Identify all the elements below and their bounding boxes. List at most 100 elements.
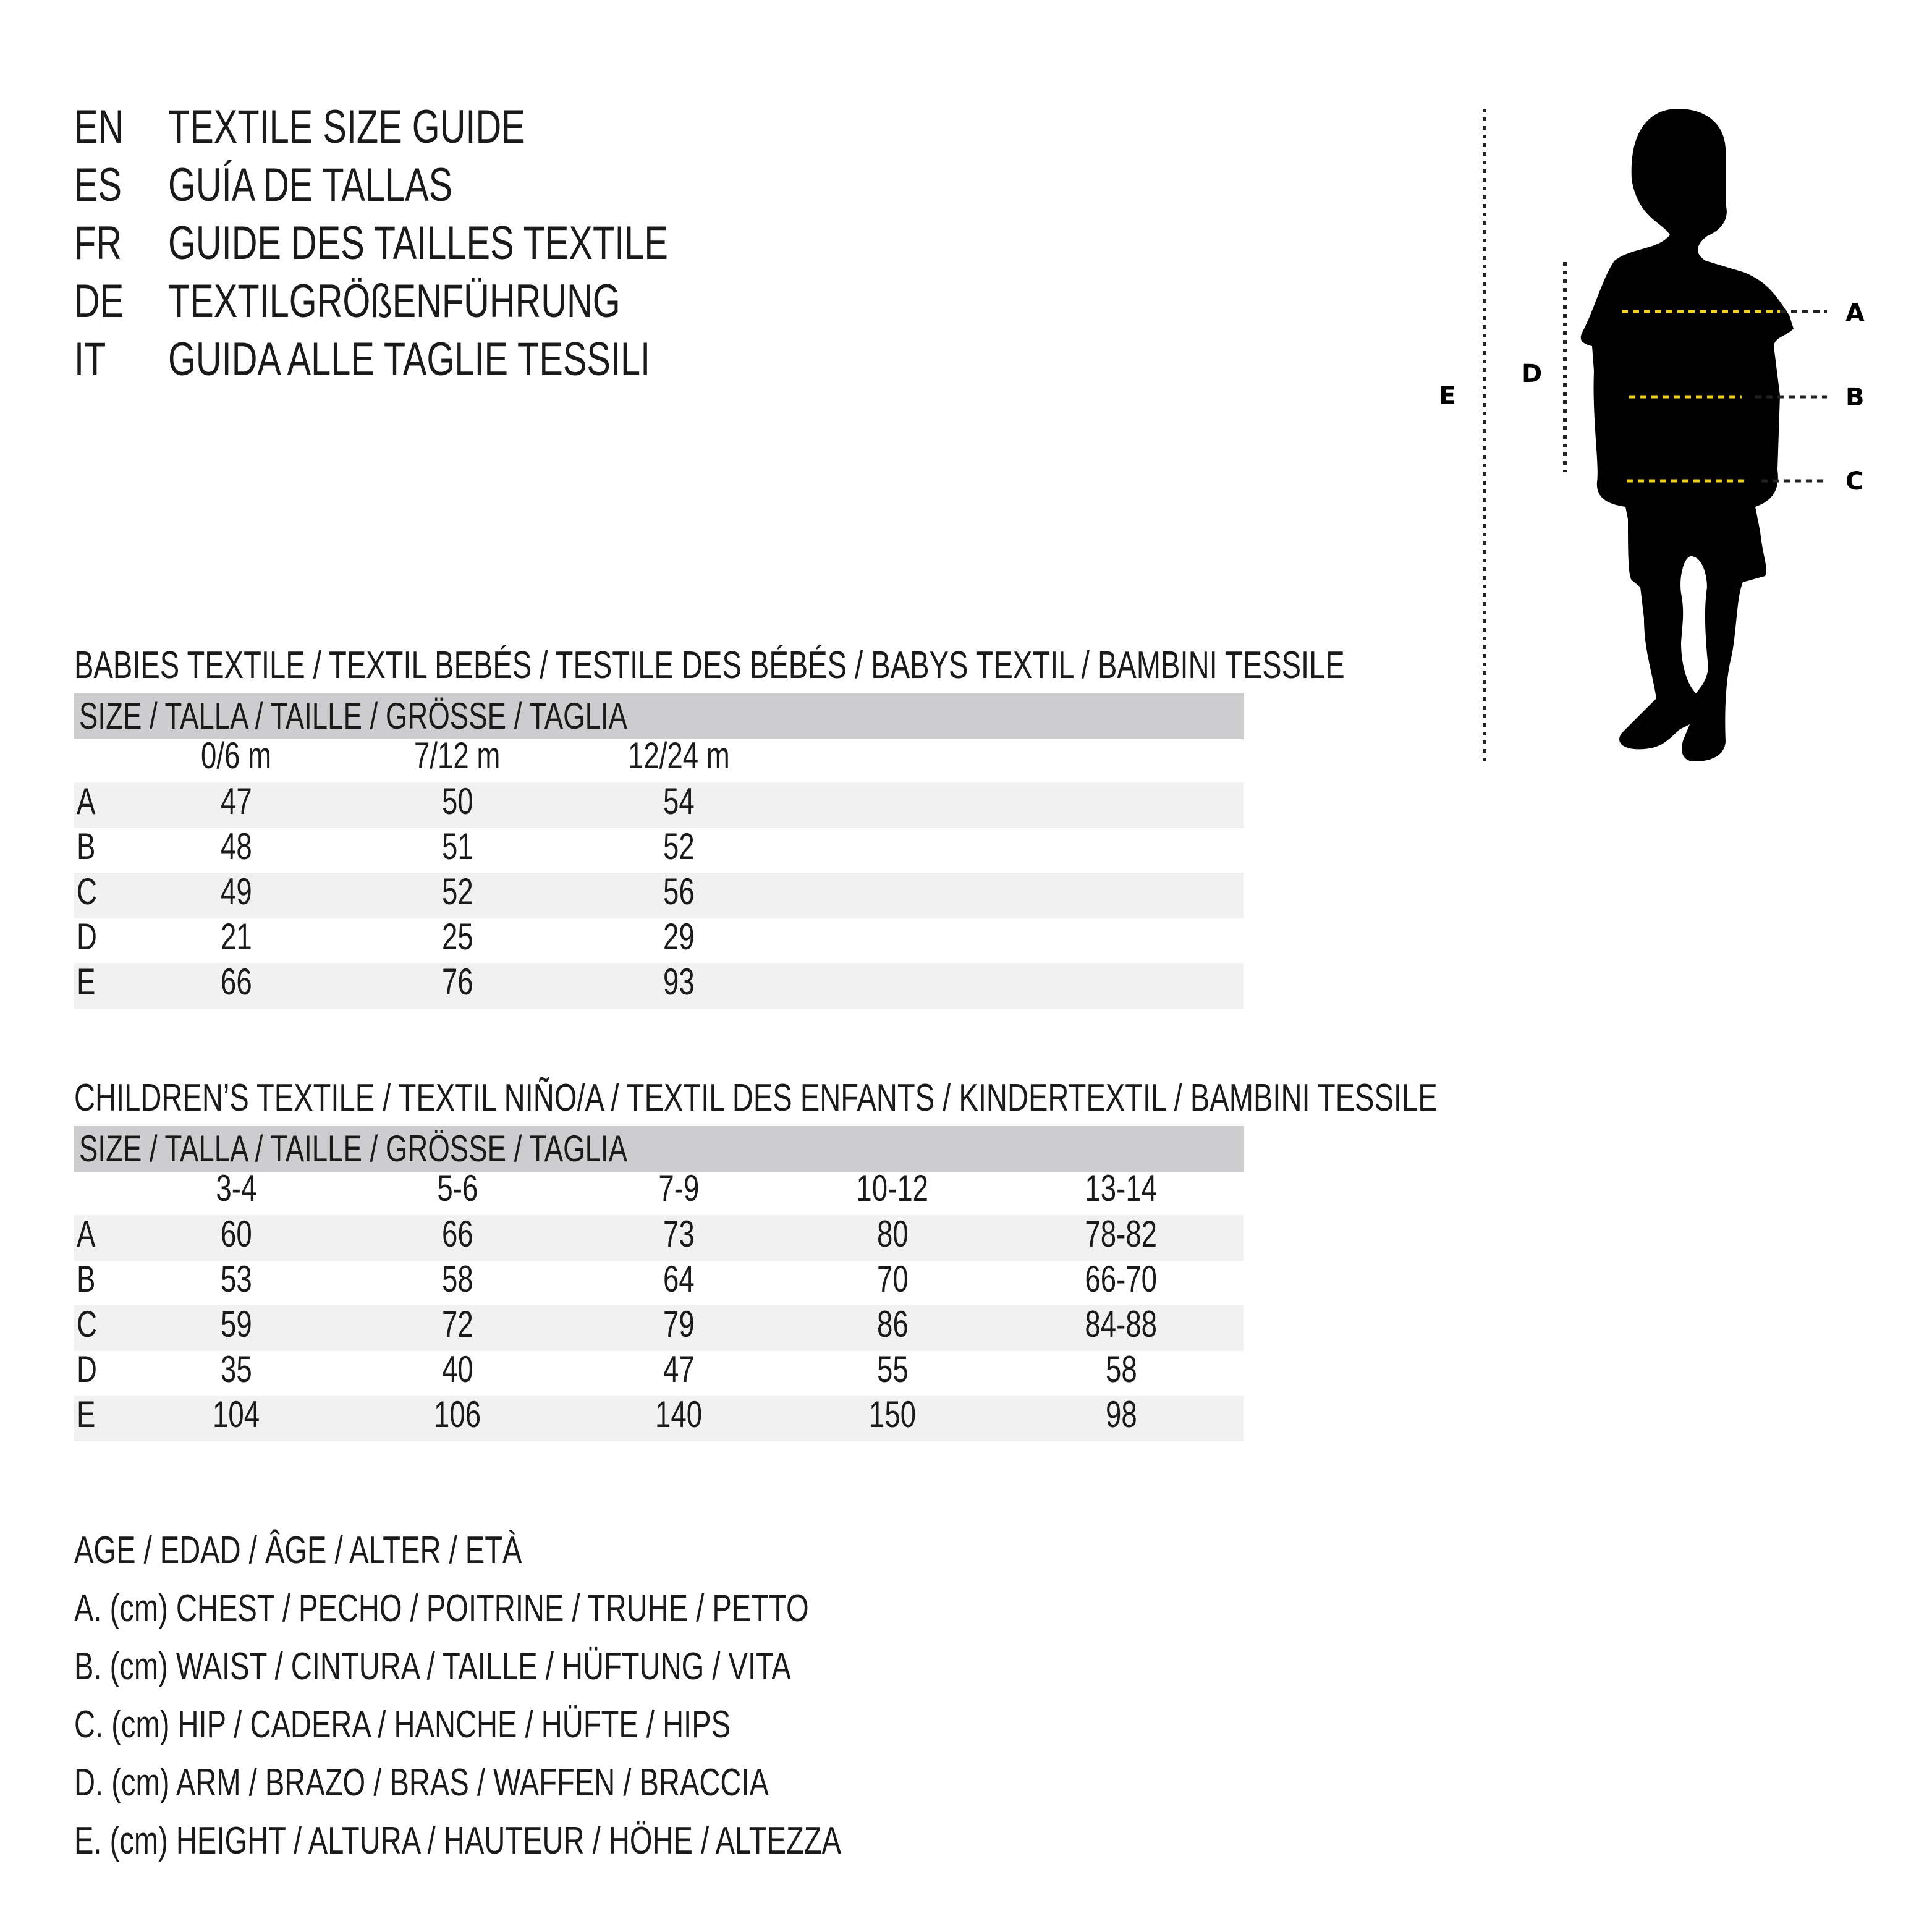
title-line: GUIDA ALLE TAGLIE TESSILI (168, 336, 802, 383)
table-cell-text: 60 (220, 1213, 252, 1255)
label-d: D (1522, 360, 1542, 388)
table-cell: 35 (143, 1347, 329, 1392)
table-cell: 80 (800, 1211, 985, 1257)
table-cell-text: 58 (441, 1258, 473, 1300)
row-label-text: D (77, 916, 97, 957)
table-cell: 78-82 (1028, 1211, 1214, 1257)
language-code: DE (74, 278, 140, 325)
row-label-text: D (77, 1349, 97, 1390)
row-stripe (74, 1215, 1244, 1261)
label-a: A (1845, 299, 1865, 328)
legend-line: B. (cm) WAIST / CINTURA / TAILLE / HÜFTU… (74, 1648, 1017, 1686)
size-header-label: SIZE / TALLA / TAILLE / GRÖSSE / TAGLIA (79, 693, 800, 739)
column-header: 7/12 m (365, 733, 550, 779)
row-label-text: C (77, 871, 97, 912)
table-cell-text: 106 (433, 1394, 481, 1435)
table-cell-text: 66 (441, 1213, 473, 1255)
table-cell-text: 66 (220, 961, 252, 1002)
table-cell-text: 140 (655, 1394, 703, 1435)
title-line-text: TEXTILGRÖßENFÜHRUNG (168, 275, 621, 328)
leg-gap (1680, 556, 1708, 693)
row-label: A (77, 779, 101, 824)
row-label: C (77, 1302, 103, 1347)
table-cell-text: 25 (441, 916, 473, 957)
language-code-text: EN (74, 101, 124, 153)
column-header-text: 7-9 (658, 1167, 699, 1209)
table-cell-text: 72 (441, 1303, 473, 1345)
child-silhouette-icon (1580, 109, 1794, 761)
table-cell: 49 (143, 869, 329, 915)
row-stripe (74, 1396, 1244, 1441)
row-label: E (77, 959, 101, 1005)
table-cell-text: 76 (441, 961, 473, 1002)
table-cell: 47 (586, 1347, 771, 1392)
table-cell: 21 (143, 914, 329, 960)
legend-line-text: C. (cm) HIP / CADERA / HANCHE / HÜFTE / … (74, 1703, 731, 1746)
column-header: 12/24 m (586, 733, 771, 779)
table-heading: CHILDREN’S TEXTILE / TEXTIL NIÑO/A / TEX… (74, 1079, 1868, 1117)
size-header-label-text: SIZE / TALLA / TAILLE / GRÖSSE / TAGLIA (79, 1128, 628, 1169)
column-header-text: 0/6 m (200, 735, 272, 776)
table-cell: 52 (365, 869, 550, 915)
table-cell: 79 (586, 1302, 771, 1347)
table-cell-text: 55 (876, 1349, 909, 1390)
row-label: D (77, 1347, 103, 1392)
table-cell-text: 79 (663, 1303, 695, 1345)
table-cell: 50 (365, 779, 550, 824)
table-cell-text: 56 (663, 871, 695, 912)
table-cell: 51 (365, 824, 550, 870)
row-label-text: A (77, 781, 96, 822)
table-cell-text: 54 (663, 781, 695, 822)
table-cell: 66-70 (1028, 1256, 1214, 1302)
table-cell: 40 (365, 1347, 550, 1392)
column-header: 5-6 (365, 1166, 550, 1211)
legend-line: E. (cm) HEIGHT / ALTURA / HAUTEUR / HÖHE… (74, 1822, 1083, 1860)
label-c: C (1845, 467, 1863, 496)
row-label-text: A (77, 1213, 96, 1255)
title-line: TEXTILGRÖßENFÜHRUNG (168, 278, 763, 325)
table-heading-text: BABIES TEXTILE / TEXTIL BEBÉS / TESTILE … (74, 644, 1345, 687)
row-stripe (74, 963, 1244, 1009)
language-code: EN (74, 104, 140, 151)
table-cell-text: 52 (441, 871, 473, 912)
column-header-text: 3-4 (216, 1167, 256, 1209)
table-cell-text: 52 (663, 826, 695, 867)
size-header-label: SIZE / TALLA / TAILLE / GRÖSSE / TAGLIA (79, 1126, 800, 1172)
legend-line: AGE / EDAD / ÂGE / ALTER / ETÀ (74, 1532, 663, 1570)
table-cell: 140 (586, 1392, 771, 1438)
table-heading: BABIES TEXTILE / TEXTIL BEBÉS / TESTILE … (74, 646, 1746, 685)
table-cell-text: 40 (441, 1349, 473, 1390)
table-cell-text: 66-70 (1085, 1258, 1158, 1300)
table-cell: 66 (365, 1211, 550, 1257)
table-cell-text: 35 (220, 1349, 252, 1390)
table-cell: 84-88 (1028, 1302, 1214, 1347)
size-header-label-text: SIZE / TALLA / TAILLE / GRÖSSE / TAGLIA (79, 695, 628, 737)
label-b: B (1845, 383, 1865, 412)
table-cell: 70 (800, 1256, 985, 1302)
table-cell-text: 47 (220, 781, 252, 822)
table-cell-text: 104 (212, 1394, 260, 1435)
column-header: 3-4 (143, 1166, 329, 1211)
row-label-text: C (77, 1303, 97, 1345)
column-header: 10-12 (800, 1166, 985, 1211)
table-cell: 150 (800, 1392, 985, 1438)
column-header-text: 7/12 m (414, 735, 501, 776)
language-code-text: ES (74, 159, 122, 211)
table-cell: 64 (586, 1256, 771, 1302)
table-cell-text: 53 (220, 1258, 252, 1300)
column-header: 7-9 (586, 1166, 771, 1211)
column-header: 0/6 m (143, 733, 329, 779)
table-cell-text: 150 (868, 1394, 917, 1435)
table-cell: 104 (143, 1392, 329, 1438)
table-cell: 73 (586, 1211, 771, 1257)
table-cell: 47 (143, 779, 329, 824)
title-line-text: GUIDE DES TAILLES TEXTILE (168, 217, 668, 269)
column-header-text: 12/24 m (627, 735, 730, 776)
table-cell: 72 (365, 1302, 550, 1347)
table-cell-text: 78-82 (1085, 1213, 1158, 1255)
row-label: B (77, 1256, 101, 1302)
column-header-text: 5-6 (437, 1167, 478, 1209)
legend-line: A. (cm) CHEST / PECHO / POITRINE / TRUHE… (74, 1590, 1041, 1628)
language-code: ES (74, 162, 137, 209)
